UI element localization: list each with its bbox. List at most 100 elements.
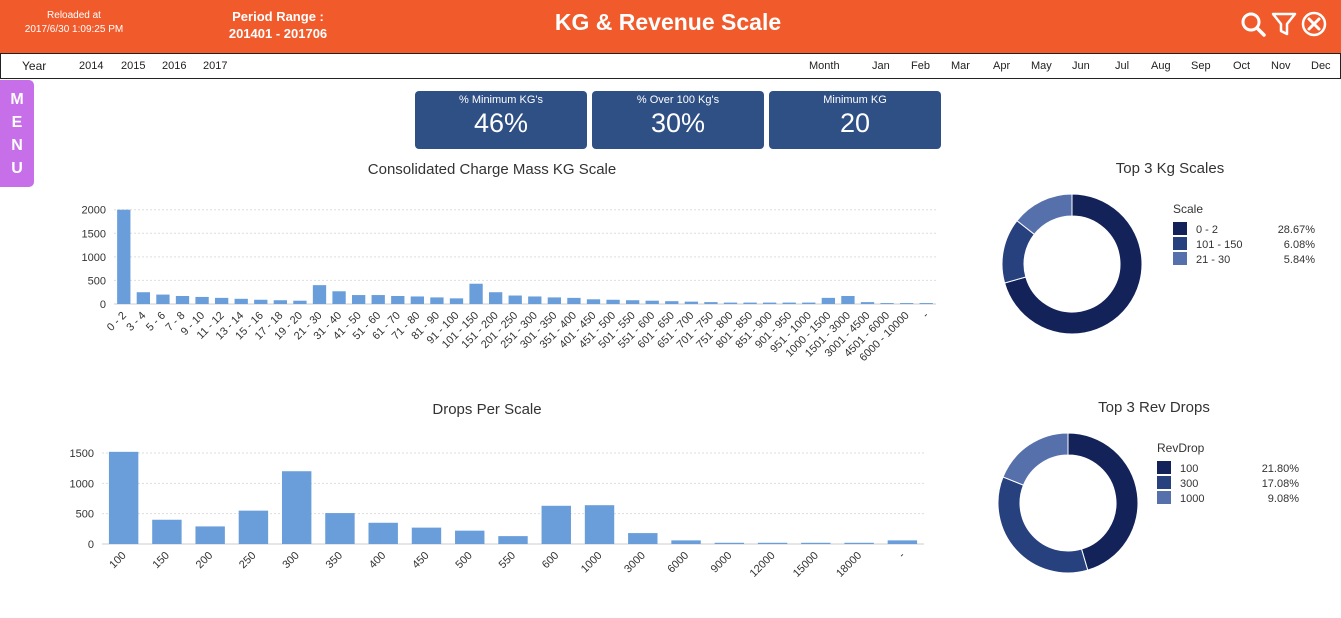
filter-month-oct[interactable]: Oct [1233, 60, 1251, 72]
legend-swatch [1157, 491, 1171, 504]
bar[interactable] [645, 300, 659, 304]
bar[interactable] [498, 536, 528, 544]
bar[interactable] [281, 471, 312, 544]
filter-month-aug[interactable]: Aug [1151, 60, 1171, 72]
bar[interactable] [684, 301, 699, 304]
filter-month-jan[interactable]: Jan [872, 60, 890, 72]
bar[interactable] [273, 300, 288, 304]
bar[interactable] [214, 297, 229, 304]
bar[interactable] [117, 209, 131, 304]
bar[interactable] [312, 285, 327, 304]
filter-month-sep[interactable]: Sep [1191, 60, 1211, 72]
x-tick-label: 350 [324, 550, 345, 571]
month-label: Month [809, 60, 840, 72]
bar[interactable] [801, 542, 831, 544]
legend-label: 101 - 150 [1196, 239, 1242, 251]
bar[interactable] [584, 505, 615, 544]
donut-slice[interactable] [997, 476, 1089, 574]
bar[interactable] [628, 533, 658, 544]
legend-title: RevDrop [1157, 441, 1205, 455]
legend-value: 21.80% [1262, 463, 1300, 475]
bar[interactable] [238, 510, 269, 544]
bar[interactable] [919, 303, 933, 304]
bar[interactable] [762, 302, 777, 304]
bar[interactable] [469, 283, 483, 304]
bar[interactable] [802, 302, 816, 304]
bar[interactable] [234, 298, 248, 304]
bar[interactable] [841, 295, 855, 304]
legend-swatch [1173, 237, 1187, 250]
bar[interactable] [844, 542, 874, 544]
bar[interactable] [625, 300, 640, 304]
bar[interactable] [508, 295, 522, 304]
filter-month-dec[interactable]: Dec [1311, 60, 1331, 72]
bar[interactable] [880, 303, 894, 304]
filter-month-nov[interactable]: Nov [1271, 60, 1291, 72]
bar[interactable] [368, 522, 398, 544]
bar[interactable] [108, 451, 139, 544]
donut-slice[interactable] [1004, 193, 1143, 335]
donut-slice[interactable] [1067, 432, 1139, 571]
bar[interactable] [665, 301, 679, 304]
bar[interactable] [528, 296, 542, 304]
bar[interactable] [488, 292, 503, 304]
bar[interactable] [293, 300, 307, 304]
bar[interactable] [332, 291, 346, 304]
filter-year-2017[interactable]: 2017 [203, 60, 228, 72]
bar[interactable] [782, 302, 796, 304]
filter-month-jul[interactable]: Jul [1115, 60, 1130, 72]
filter-year-2014[interactable]: 2014 [79, 60, 104, 72]
bar[interactable] [743, 302, 757, 304]
bar[interactable] [325, 513, 355, 544]
bar[interactable] [195, 526, 225, 544]
bar[interactable] [821, 297, 836, 304]
bar[interactable] [860, 302, 875, 304]
filter-month-apr[interactable]: Apr [993, 60, 1011, 72]
bar[interactable] [136, 292, 151, 304]
kg-scale-chart-title: Consolidated Charge Mass KG Scale [367, 161, 617, 178]
x-tick-label: 3 - 4 [124, 310, 148, 334]
bar[interactable] [371, 295, 385, 304]
bar[interactable] [757, 542, 788, 544]
bar[interactable] [391, 295, 405, 304]
bar[interactable] [175, 295, 190, 304]
bar[interactable] [156, 294, 170, 304]
bar[interactable] [430, 297, 444, 304]
bar[interactable] [671, 540, 701, 544]
bar[interactable] [704, 302, 718, 304]
bar[interactable] [547, 297, 562, 304]
bar[interactable] [455, 530, 485, 544]
bar[interactable] [586, 299, 601, 304]
donut-slice[interactable] [1016, 193, 1073, 236]
filter-year-2015[interactable]: 2015 [121, 60, 146, 72]
bar[interactable] [606, 299, 620, 304]
filter-year-2016[interactable]: 2016 [162, 60, 187, 72]
filter-month-jun[interactable]: Jun [1072, 60, 1090, 72]
bar[interactable] [411, 527, 442, 544]
search-icon[interactable] [1239, 10, 1267, 38]
bar[interactable] [899, 303, 914, 304]
bar[interactable] [723, 302, 738, 304]
bar[interactable] [567, 297, 581, 304]
menu-letter: E [11, 114, 23, 131]
bar[interactable] [195, 296, 209, 304]
menu-letter: N [11, 137, 23, 154]
filter-month-mar[interactable]: Mar [951, 60, 970, 72]
bar[interactable] [714, 542, 745, 544]
filter-icon[interactable] [1270, 10, 1298, 38]
menu-button[interactable]: M E N U [0, 80, 34, 187]
close-circle-icon[interactable] [1300, 10, 1328, 38]
bar[interactable] [541, 505, 571, 544]
bar[interactable] [410, 296, 425, 304]
bar[interactable] [152, 519, 182, 544]
bar[interactable] [887, 540, 918, 544]
bar[interactable] [351, 295, 366, 304]
bar[interactable] [449, 298, 464, 304]
donut-slice[interactable] [1002, 432, 1069, 486]
filter-month-feb[interactable]: Feb [911, 60, 930, 72]
y-tick-label: 1000 [70, 478, 94, 490]
legend-label: 0 - 2 [1196, 224, 1218, 236]
filter-month-may[interactable]: May [1031, 60, 1052, 72]
page-title: KG & Revenue Scale [554, 9, 782, 35]
bar[interactable] [254, 299, 268, 304]
